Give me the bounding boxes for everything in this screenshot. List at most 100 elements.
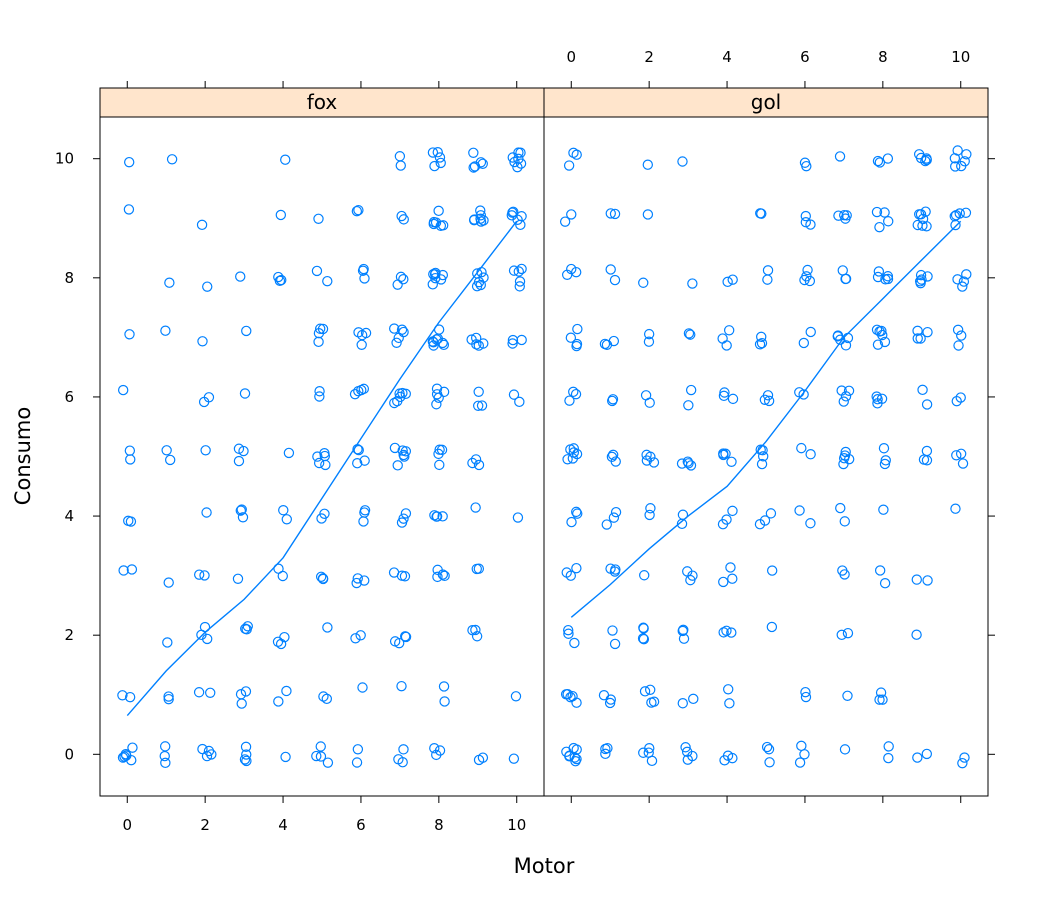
point-fox-48 [235, 271, 246, 282]
point-fox-85 [322, 275, 333, 287]
point-fox-5 [125, 454, 136, 465]
point-fox-41 [196, 629, 207, 641]
point-gol-92 [638, 747, 649, 758]
x-tick-label-gol-0: 0 [566, 48, 576, 66]
point-fox-266 [515, 147, 526, 158]
point-gol-118 [687, 750, 698, 762]
point-gol-243 [879, 458, 891, 470]
point-gol-308 [957, 757, 968, 769]
point-fox-114 [357, 265, 369, 276]
point-fox-118 [360, 327, 372, 339]
point-fox-219 [438, 681, 450, 692]
point-gol-109 [685, 574, 696, 586]
point-gol-38 [569, 752, 580, 763]
strip-fox [99, 87, 545, 118]
point-gol-187 [794, 757, 806, 768]
point-gol-285 [952, 145, 963, 156]
point-gol-228 [882, 271, 894, 282]
point-gol-180 [796, 442, 807, 454]
point-gol-295 [952, 274, 963, 285]
point-fox-67 [239, 754, 251, 765]
point-gol-241 [878, 443, 890, 454]
point-gol-138 [718, 627, 729, 638]
x-tick-label-fox-10: 10 [507, 816, 526, 834]
point-fox-106 [311, 750, 322, 762]
point-gol-130 [726, 456, 737, 468]
point-fox-251 [470, 454, 482, 465]
point-gol-132 [721, 514, 732, 525]
point-fox-246 [470, 332, 482, 344]
point-fox-134 [350, 633, 361, 644]
point-gol-185 [800, 691, 812, 703]
point-fox-99 [319, 508, 330, 519]
point-gol-240 [872, 398, 883, 409]
point-gol-246 [879, 578, 891, 589]
point-fox-19 [164, 277, 175, 288]
point-fox-54 [236, 504, 247, 515]
point-fox-94 [319, 448, 330, 459]
point-gol-94 [646, 755, 658, 767]
point-gol-181 [805, 449, 816, 460]
y-axis-label: Consumo [11, 407, 35, 505]
point-fox-158 [389, 442, 401, 454]
point-gol-225 [879, 207, 890, 218]
point-fox-72 [273, 271, 284, 283]
point-gol-26 [571, 562, 582, 574]
point-fox-90 [313, 328, 325, 339]
point-fox-70 [276, 274, 287, 286]
point-gol-282 [921, 748, 933, 760]
y-tick-label-2: 2 [64, 626, 74, 644]
point-fox-12 [119, 751, 130, 762]
point-gol-134 [727, 573, 738, 584]
point-gol-51 [607, 395, 618, 407]
point-fox-238 [471, 280, 483, 292]
point-gol-266 [922, 271, 933, 282]
point-gol-216 [842, 627, 854, 639]
point-gol-161 [759, 515, 771, 526]
point-fox-172 [396, 680, 407, 692]
point-gol-177 [798, 337, 810, 349]
point-fox-0 [123, 156, 135, 168]
point-fox-129 [359, 505, 371, 516]
point-fox-82 [281, 685, 292, 697]
point-gol-112 [678, 624, 689, 636]
point-gol-165 [763, 744, 775, 755]
x-tick-label-fox-4: 4 [278, 816, 288, 834]
point-gol-103 [682, 456, 693, 467]
point-gol-79 [648, 457, 660, 468]
point-gol-263 [917, 220, 928, 231]
point-gol-196 [840, 273, 851, 285]
point-fox-206 [433, 392, 444, 404]
point-fox-107 [315, 741, 326, 752]
point-fox-64 [241, 749, 252, 760]
point-fox-264 [515, 158, 527, 169]
point-gol-288 [950, 161, 961, 172]
point-gol-303 [957, 458, 969, 469]
point-fox-166 [399, 571, 411, 582]
point-gol-129 [718, 448, 729, 459]
point-gol-98 [685, 329, 696, 340]
point-gol-77 [641, 455, 653, 466]
x-tick-label-fox-8: 8 [434, 816, 444, 834]
point-fox-109 [315, 751, 327, 762]
y-tick-label-4: 4 [64, 507, 74, 525]
point-fox-161 [397, 445, 408, 456]
point-gol-227 [872, 271, 884, 283]
point-gol-192 [841, 210, 852, 221]
point-fox-255 [471, 563, 482, 575]
point-fox-257 [471, 631, 483, 642]
point-fox-132 [352, 573, 363, 584]
point-gol-121 [717, 333, 728, 344]
point-gol-69 [642, 159, 653, 170]
point-gol-276 [921, 445, 933, 457]
point-fox-115 [353, 327, 364, 338]
point-gol-287 [956, 160, 967, 172]
point-fox-7 [123, 515, 134, 527]
point-fox-170 [394, 637, 405, 649]
points-fox [117, 147, 527, 769]
point-gol-140 [724, 698, 735, 709]
point-gol-3 [566, 209, 577, 220]
point-gol-239 [872, 394, 883, 405]
point-fox-77 [273, 563, 284, 574]
point-fox-50 [239, 388, 251, 399]
